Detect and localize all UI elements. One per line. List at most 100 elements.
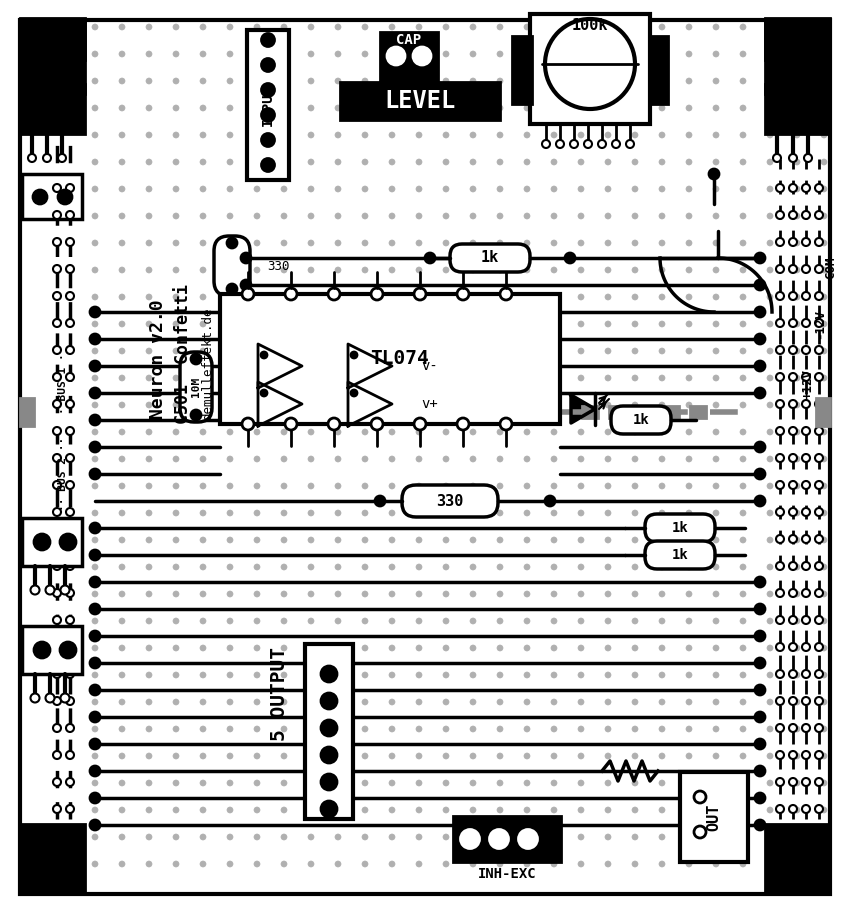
Circle shape xyxy=(281,645,287,651)
Circle shape xyxy=(58,190,72,204)
Circle shape xyxy=(497,483,503,489)
Circle shape xyxy=(470,375,476,381)
Circle shape xyxy=(551,402,557,408)
Circle shape xyxy=(191,354,201,364)
Circle shape xyxy=(686,807,692,813)
Bar xyxy=(609,406,625,418)
Circle shape xyxy=(767,834,773,840)
Circle shape xyxy=(551,456,557,462)
Circle shape xyxy=(90,469,100,479)
Circle shape xyxy=(524,24,530,30)
Circle shape xyxy=(362,807,368,813)
Circle shape xyxy=(262,58,275,71)
Circle shape xyxy=(146,564,152,570)
Circle shape xyxy=(632,726,638,732)
Circle shape xyxy=(119,375,125,381)
Circle shape xyxy=(66,643,74,651)
Circle shape xyxy=(755,685,765,695)
Circle shape xyxy=(335,780,341,786)
Circle shape xyxy=(335,186,341,192)
Circle shape xyxy=(308,159,314,165)
Circle shape xyxy=(686,24,692,30)
Circle shape xyxy=(821,591,827,597)
Circle shape xyxy=(802,238,810,246)
Circle shape xyxy=(776,778,784,786)
Circle shape xyxy=(815,481,823,489)
Circle shape xyxy=(578,456,584,462)
Circle shape xyxy=(497,591,503,597)
Circle shape xyxy=(578,726,584,732)
Circle shape xyxy=(802,589,810,597)
Circle shape xyxy=(497,537,503,543)
Circle shape xyxy=(802,184,810,192)
Circle shape xyxy=(767,132,773,138)
Circle shape xyxy=(767,780,773,786)
Circle shape xyxy=(227,672,233,678)
Circle shape xyxy=(767,78,773,84)
Circle shape xyxy=(416,186,422,192)
Circle shape xyxy=(794,51,800,57)
Circle shape xyxy=(200,861,206,867)
Circle shape xyxy=(470,591,476,597)
Circle shape xyxy=(470,807,476,813)
Circle shape xyxy=(173,213,179,219)
Circle shape xyxy=(659,213,665,219)
Circle shape xyxy=(227,348,233,354)
Circle shape xyxy=(53,454,61,462)
Circle shape xyxy=(92,672,98,678)
Circle shape xyxy=(767,726,773,732)
Circle shape xyxy=(362,132,368,138)
Circle shape xyxy=(443,672,449,678)
Circle shape xyxy=(371,418,383,430)
Circle shape xyxy=(285,418,297,430)
Circle shape xyxy=(740,375,746,381)
Circle shape xyxy=(659,267,665,273)
Circle shape xyxy=(802,346,810,354)
Circle shape xyxy=(776,184,784,192)
Circle shape xyxy=(789,562,797,570)
Circle shape xyxy=(200,564,206,570)
Circle shape xyxy=(362,456,368,462)
Circle shape xyxy=(524,645,530,651)
Circle shape xyxy=(605,240,611,246)
Circle shape xyxy=(254,240,260,246)
Circle shape xyxy=(335,240,341,246)
Circle shape xyxy=(281,861,287,867)
Circle shape xyxy=(308,51,314,57)
Circle shape xyxy=(740,321,746,327)
Circle shape xyxy=(92,348,98,354)
Circle shape xyxy=(821,267,827,273)
Circle shape xyxy=(173,159,179,165)
Circle shape xyxy=(776,211,784,219)
Circle shape xyxy=(755,253,765,263)
Circle shape xyxy=(66,184,74,192)
Circle shape xyxy=(227,105,233,111)
Circle shape xyxy=(173,861,179,867)
Circle shape xyxy=(821,645,827,651)
Circle shape xyxy=(92,645,98,651)
Circle shape xyxy=(281,807,287,813)
Circle shape xyxy=(740,780,746,786)
Circle shape xyxy=(524,429,530,435)
Circle shape xyxy=(90,712,100,722)
Circle shape xyxy=(60,586,70,594)
Circle shape xyxy=(146,51,152,57)
Circle shape xyxy=(227,321,233,327)
Circle shape xyxy=(416,267,422,273)
Circle shape xyxy=(335,753,341,759)
Circle shape xyxy=(605,213,611,219)
Circle shape xyxy=(389,564,395,570)
Circle shape xyxy=(470,564,476,570)
Circle shape xyxy=(686,375,692,381)
Circle shape xyxy=(389,861,395,867)
Circle shape xyxy=(632,564,638,570)
Circle shape xyxy=(335,591,341,597)
Circle shape xyxy=(262,83,275,97)
Circle shape xyxy=(92,429,98,435)
Circle shape xyxy=(200,537,206,543)
Circle shape xyxy=(66,616,74,624)
Circle shape xyxy=(254,159,260,165)
Circle shape xyxy=(389,618,395,624)
Text: v-: v- xyxy=(422,359,439,373)
Circle shape xyxy=(227,375,233,381)
